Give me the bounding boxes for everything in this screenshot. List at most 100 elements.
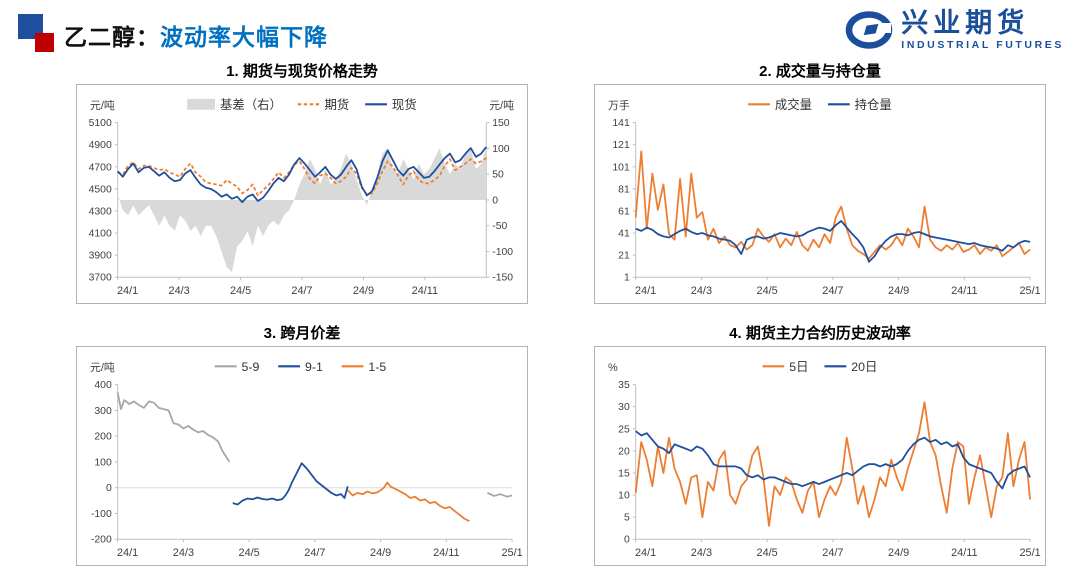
- svg-text:24/3: 24/3: [169, 285, 190, 297]
- series-line-1: [635, 430, 1031, 490]
- svg-text:100: 100: [492, 144, 510, 155]
- svg-text:24/1: 24/1: [635, 547, 656, 559]
- svg-text:24/1: 24/1: [635, 285, 656, 297]
- svg-text:50: 50: [492, 170, 504, 181]
- svg-text:25: 25: [618, 424, 630, 435]
- unit-left: 元/吨: [90, 361, 115, 374]
- company-name-en: INDUSTRIAL FUTURES: [901, 38, 1064, 51]
- svg-text:25/1: 25/1: [501, 547, 522, 559]
- legend-item: 成交量: [748, 97, 812, 112]
- svg-text:24/3: 24/3: [173, 547, 194, 559]
- svg-text:24/7: 24/7: [304, 547, 325, 559]
- svg-text:3900: 3900: [89, 251, 112, 262]
- svg-text:1-5: 1-5: [368, 360, 386, 374]
- charts-grid: 1. 期货与现货价格走势 3700 3900 4100 4300 4500 4700 490…: [0, 58, 1080, 566]
- svg-text:61: 61: [618, 206, 630, 217]
- svg-text:15: 15: [618, 468, 630, 479]
- svg-text:24/11: 24/11: [412, 285, 438, 297]
- decoration-red-square: [35, 33, 54, 52]
- svg-text:24/3: 24/3: [691, 285, 712, 297]
- chart-frame: 3700 3900 4100 4300 4500 4700 4900 5100 -150 -100…: [76, 84, 528, 304]
- svg-text:24/3: 24/3: [691, 547, 712, 559]
- legend-item: 基差（右）: [187, 97, 282, 112]
- svg-text:300: 300: [94, 406, 112, 417]
- svg-text:10: 10: [618, 491, 630, 502]
- legend: 5日 20日: [762, 360, 877, 374]
- svg-text:1: 1: [624, 273, 630, 284]
- legend-item: 9-1: [278, 360, 323, 374]
- page-title-subtitle: 波动率大幅下降: [160, 24, 328, 50]
- price-trend-chart: 3700 3900 4100 4300 4500 4700 4900 5100 -150 -100…: [89, 97, 515, 297]
- y-axis-left: -200 -100 0 100 200 300 400: [91, 380, 119, 546]
- svg-text:-50: -50: [492, 221, 507, 232]
- legend-item: 20日: [824, 360, 877, 374]
- series-line-3: [487, 492, 513, 498]
- svg-text:24/11: 24/11: [951, 547, 977, 559]
- svg-text:0: 0: [492, 195, 498, 206]
- company-logo: 兴业期货 INDUSTRIAL FUTURES: [845, 6, 1064, 54]
- chart-frame: 1 21 41 61 81 101 121 141 24/1 24/3 24/5 24/7 24/9 24…: [594, 84, 1046, 304]
- svg-text:150: 150: [492, 118, 510, 129]
- company-logo-text: 兴业期货 INDUSTRIAL FUTURES: [901, 9, 1064, 51]
- svg-text:24/1: 24/1: [117, 285, 138, 297]
- unit-left: 元/吨: [90, 99, 115, 112]
- page-title: 乙二醇：波动率大幅下降: [64, 18, 328, 52]
- svg-text:成交量: 成交量: [775, 97, 812, 112]
- svg-text:81: 81: [618, 184, 630, 195]
- legend: 成交量 持仓量: [748, 97, 892, 112]
- legend-item: 持仓量: [827, 97, 892, 112]
- svg-text:0: 0: [106, 483, 112, 494]
- svg-text:20日: 20日: [851, 360, 877, 374]
- series-line-0: [116, 392, 231, 463]
- svg-text:100: 100: [94, 457, 112, 468]
- svg-text:20: 20: [618, 446, 630, 457]
- series-line-0: [634, 150, 1031, 260]
- series-line-0: [634, 401, 1031, 527]
- svg-text:21: 21: [618, 251, 630, 262]
- legend-item: 5-9: [214, 360, 260, 374]
- svg-text:24/9: 24/9: [888, 285, 909, 297]
- x-axis: 24/1 24/3 24/5 24/7 24/9 24/11 25/1: [635, 538, 1041, 559]
- svg-text:期货: 期货: [325, 97, 350, 112]
- legend: 5-9 9-1 1-5: [214, 360, 386, 374]
- svg-text:400: 400: [94, 380, 112, 391]
- svg-text:24/9: 24/9: [888, 547, 909, 559]
- svg-text:25/1: 25/1: [1019, 547, 1040, 559]
- svg-text:现货: 现货: [392, 97, 417, 112]
- chart-panel-volatility: 4. 期货主力合约历史波动率 0 5 10 15 20 25 30 35 24/1 24/3 24/…: [594, 324, 1046, 566]
- svg-text:0: 0: [624, 535, 630, 546]
- svg-text:4500: 4500: [89, 184, 112, 195]
- x-axis: 24/1 24/3 24/5 24/7 24/9 24/11: [117, 276, 487, 297]
- page-title-topic: 乙二醇：: [64, 24, 160, 50]
- chart-title: 3. 跨月价差: [263, 325, 341, 342]
- svg-text:24/7: 24/7: [291, 285, 312, 297]
- svg-text:4100: 4100: [89, 229, 112, 240]
- legend-item: 5日: [762, 360, 809, 374]
- svg-text:24/7: 24/7: [822, 547, 843, 559]
- svg-text:-100: -100: [91, 509, 112, 520]
- series-line-2: [117, 146, 488, 204]
- svg-text:101: 101: [612, 162, 630, 173]
- series-line-1: [635, 220, 1031, 263]
- svg-text:4900: 4900: [89, 140, 112, 151]
- svg-text:41: 41: [618, 229, 630, 240]
- svg-text:3700: 3700: [89, 273, 112, 284]
- svg-text:4300: 4300: [89, 206, 112, 217]
- svg-text:9-1: 9-1: [305, 360, 323, 374]
- unit-left: 万手: [608, 98, 630, 112]
- legend: 基差（右） 期货 现货: [187, 97, 417, 112]
- legend-item: 期货: [297, 97, 350, 112]
- svg-text:35: 35: [618, 380, 630, 391]
- svg-text:24/5: 24/5: [757, 547, 778, 559]
- chart-title: 4. 期货主力合约历史波动率: [729, 325, 911, 342]
- svg-text:4700: 4700: [89, 162, 112, 173]
- svg-text:25/1: 25/1: [1019, 285, 1040, 297]
- chart-title: 1. 期货与现货价格走势: [226, 63, 378, 80]
- svg-text:24/9: 24/9: [370, 547, 391, 559]
- x-axis: 24/1 24/3 24/5 24/7 24/9 24/11 25/1: [117, 538, 523, 559]
- svg-text:5日: 5日: [789, 360, 808, 374]
- svg-text:24/7: 24/7: [822, 285, 843, 297]
- svg-text:24/5: 24/5: [230, 285, 251, 297]
